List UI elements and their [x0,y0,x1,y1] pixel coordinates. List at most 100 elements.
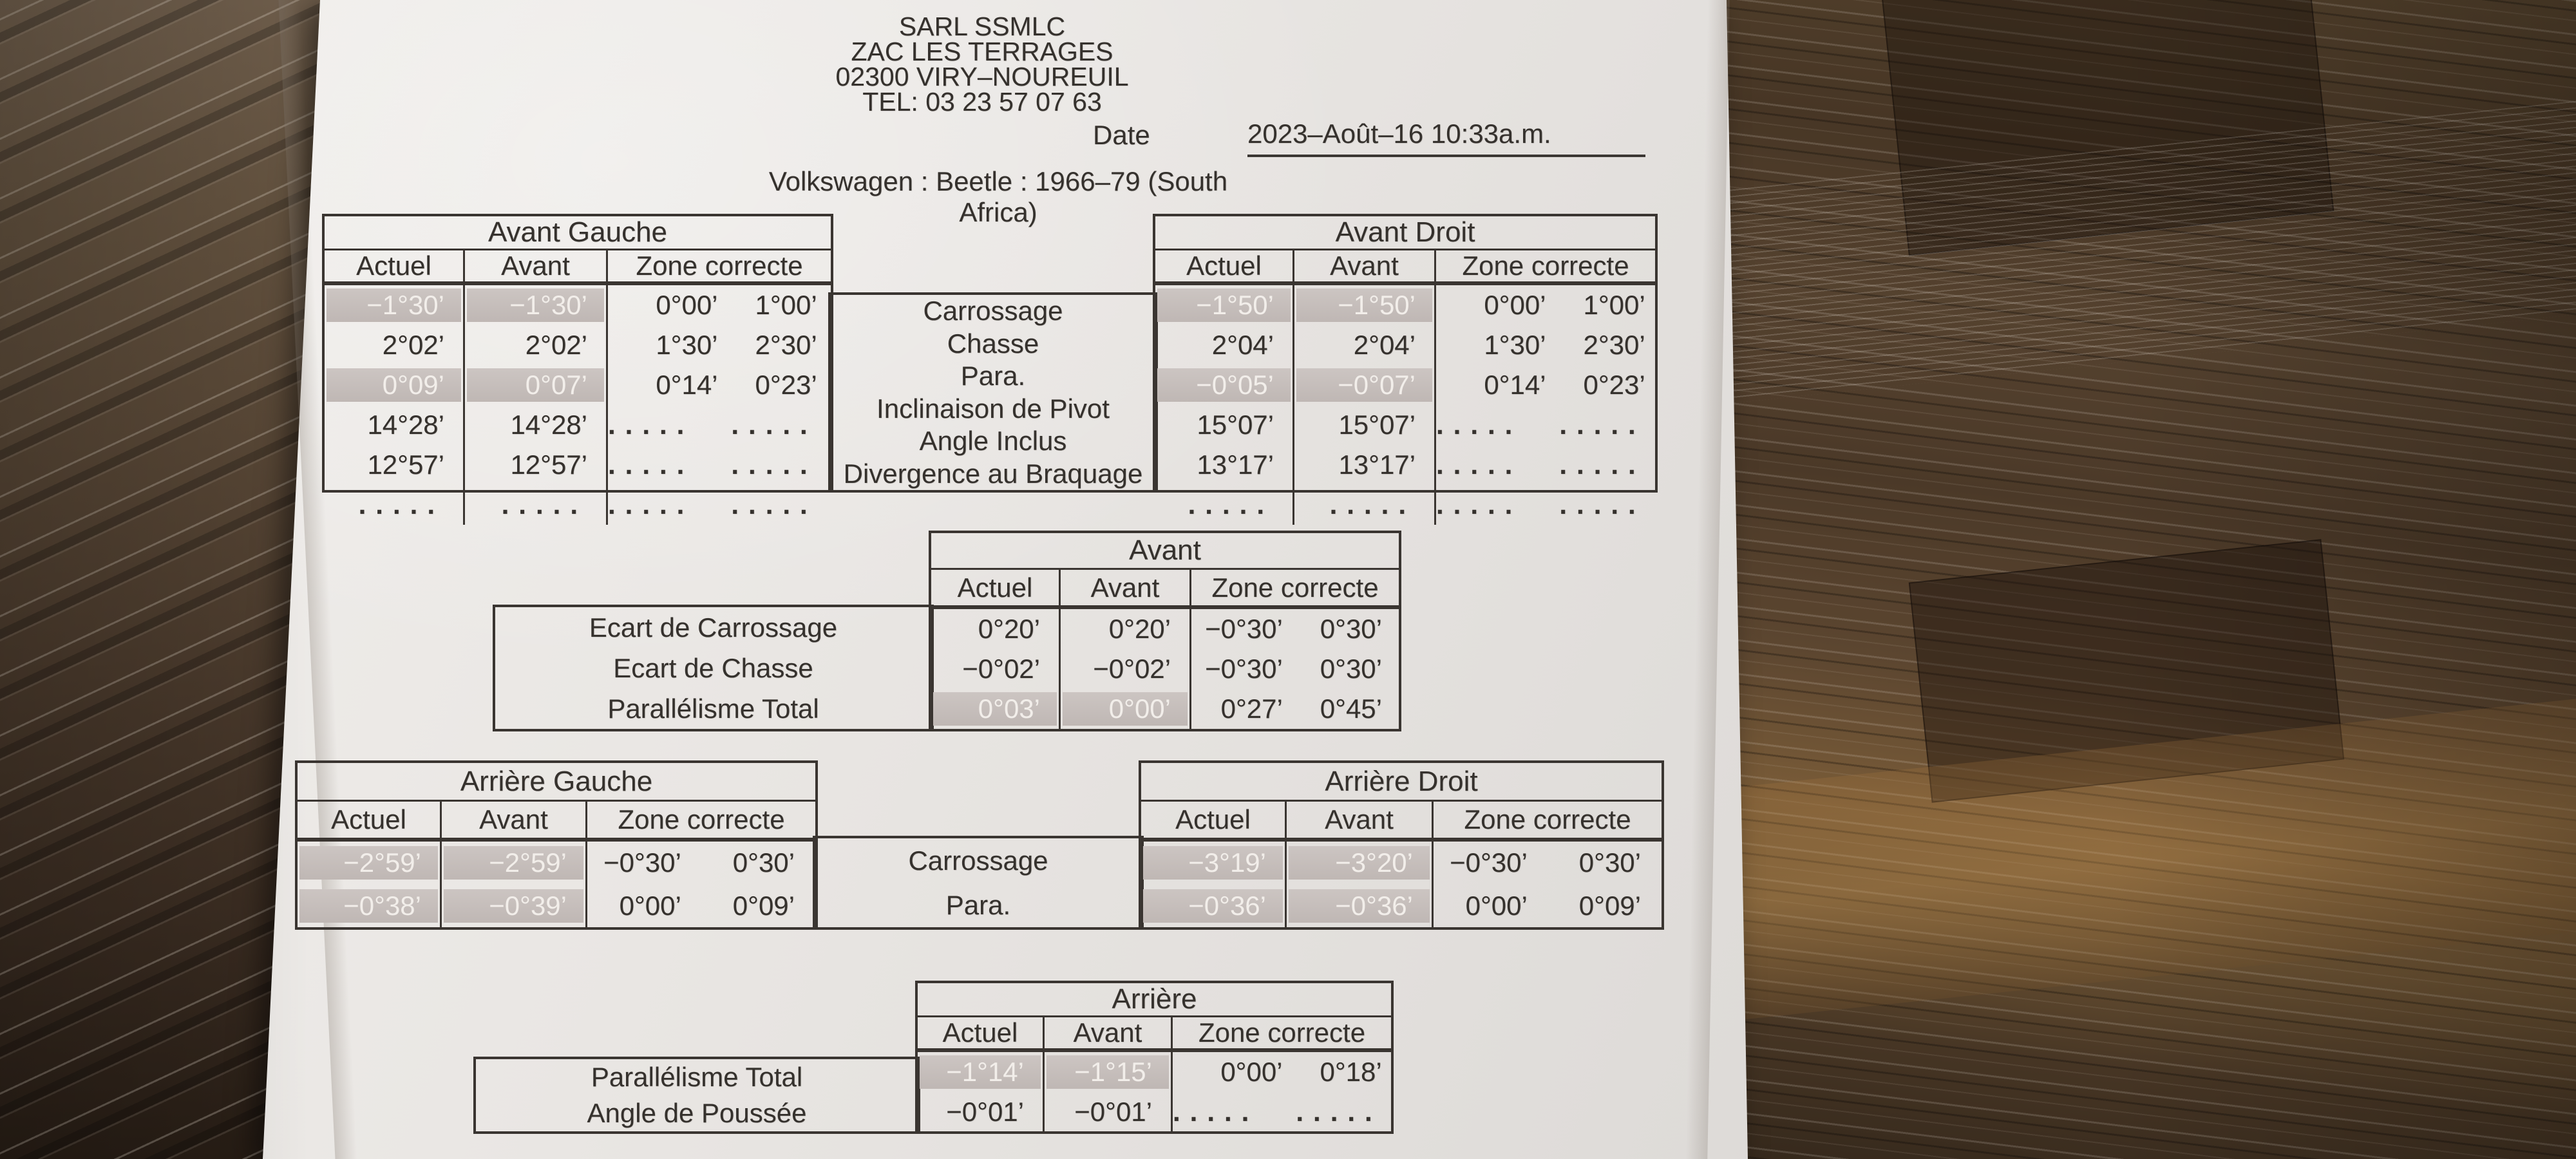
cell-chasse-zone: 1°30’ 2°30’ [1484,330,1645,360]
label-angle-inclus: Angle Inclus [919,426,1067,457]
cell-para-avant: −0°07’ [1294,365,1436,405]
cell-divergence-zone: .......... [608,489,817,520]
col-zone: Zone correcte [1198,1017,1366,1048]
cell-ecart-chasse-avant: −0°02’ [1061,649,1191,689]
cell-para-avant: 0°07’ [465,365,608,405]
cell-para-zone: 0°00’ 0°09’ [619,890,795,921]
cell-carrossage-zone: −0°30’ 0°30’ [603,847,795,878]
cell-divergence-actuel: ..... [325,485,465,525]
company-city: 02300 VIRY–NOUREUIL [835,62,1129,91]
cell-para-zone: 0°14’ 0°23’ [1484,370,1645,400]
table-body: 0°20’ 0°20’ −0°30’ 0°30’ −0°02’ −0°02’ −0… [931,609,1399,729]
company-address-block: SARL SSMLC ZAC LES TERRAGES 02300 VIRY–N… [724,14,1240,115]
label-ecart-chasse: Ecart de Chasse [613,652,813,683]
cell-ecart-carrossage-avant: 0°20’ [1061,609,1191,649]
front-axle-table: Avant Actuel Avant Zone correcte 0°20’ 0… [929,531,1401,731]
label-parallelisme-total: Parallélisme Total [591,1062,803,1092]
cell-carrossage-actuel: −1°30’ [325,285,465,325]
table-title: Avant Droit [1155,216,1655,250]
table-title: Arrière Gauche [298,763,815,802]
cell-parallelisme-zone: 0°00’ 0°18’ [1220,1057,1382,1087]
label-chasse: Chasse [947,328,1039,359]
cell-inclus-avant: 13°17’ [1294,445,1436,485]
cell-carrossage-zone: −0°30’ 0°30’ [1450,847,1641,878]
column-headers: Actuel Avant Zone correcte [931,570,1399,609]
cell-carrossage-zone: 0°00’ 1°00’ [1484,290,1645,320]
front-left-table: Avant Gauche Actuel Avant Zone correcte … [322,214,833,525]
label-carrossage: Carrossage [908,845,1048,876]
label-inclinaison-pivot: Inclinaison de Pivot [876,393,1110,424]
col-zone: Zone correcte [1462,250,1629,281]
col-actuel: Actuel [931,570,1061,605]
cell-para-avant: −0°39’ [442,884,587,927]
table-title: Avant [931,533,1399,570]
rear-left-table: Arrière Gauche Actuel Avant Zone correct… [295,760,818,930]
table-body: −3°19’ −3°20’ −0°30’ 0°30’ −0°36’ −0°36’ … [1141,842,1662,927]
cell-poussee-avant: −0°01’ [1045,1092,1173,1132]
cell-chasse-actuel: 2°02’ [325,325,465,365]
col-actuel: Actuel [918,1017,1045,1048]
cell-inclus-avant: 12°57’ [465,445,608,485]
date-value: 2023–Août–16 10:33a.m. [1247,118,1645,157]
cell-para-actuel: −0°38’ [298,884,442,927]
rear-measure-labels: Carrossage Para. [813,836,1144,930]
table-title: Arrière Droit [1141,763,1662,802]
col-actuel: Actuel [1141,802,1287,838]
cell-divergence-zone: .......... [1436,489,1645,520]
col-avant: Avant [442,802,587,838]
col-avant: Avant [465,250,608,281]
cell-inclus-actuel: 13°17’ [1155,445,1294,485]
cell-ecart-chasse-actuel: −0°02’ [931,649,1061,689]
cell-carrossage-avant: −1°50’ [1294,285,1436,325]
cell-para-zone: 0°00’ 0°09’ [1465,890,1641,921]
col-zone: Zone correcte [636,250,803,281]
label-parallelisme-total: Parallélisme Total [607,693,819,724]
cell-parallelisme-actuel: −1°14’ [918,1052,1045,1092]
label-para: Para. [960,361,1026,391]
cell-ecart-carrossage-zone: −0°30’ 0°30’ [1205,614,1382,644]
vehicle-description: Volkswagen : Beetle : 1966–79 (South Afr… [768,166,1228,227]
label-carrossage: Carrossage [923,296,1063,326]
cell-poussee-zone: .......... [1173,1097,1382,1127]
cell-inclus-zone: .......... [608,449,817,480]
col-avant: Avant [1294,250,1436,281]
cell-parallelisme-avant: −1°15’ [1045,1052,1173,1092]
cell-para-actuel: −0°36’ [1141,884,1287,927]
cell-chasse-zone: 1°30’ 2°30’ [656,330,817,360]
cell-chasse-actuel: 2°04’ [1155,325,1294,365]
cell-poussee-actuel: −0°01’ [918,1092,1045,1132]
cell-parallelisme-avant: 0°00’ [1061,689,1191,729]
company-street: ZAC LES TERRAGES [851,37,1113,66]
cell-pivot-avant: 15°07’ [1294,405,1436,445]
col-actuel: Actuel [298,802,442,838]
cell-parallelisme-zone: 0°27’ 0°45’ [1220,693,1382,724]
cell-carrossage-actuel: −3°19’ [1141,842,1287,885]
cell-chasse-avant: 2°02’ [465,325,608,365]
table-title: Arrière [918,983,1391,1017]
cell-inclus-zone: .......... [1436,449,1645,480]
rear-axle-labels: Parallélisme Total Angle de Poussée [473,1057,920,1134]
col-zone: Zone correcte [1464,804,1631,834]
cell-pivot-actuel: 15°07’ [1155,405,1294,445]
front-measure-labels: Carrossage Chasse Para. Inclinaison de P… [828,292,1158,493]
cell-chasse-avant: 2°04’ [1294,325,1436,365]
column-headers: Actuel Avant Zone correcte [298,802,815,842]
cell-pivot-zone: .......... [1436,410,1645,440]
front-axle-labels: Ecart de Carrossage Ecart de Chasse Para… [493,605,934,731]
cell-pivot-avant: 14°28’ [465,405,608,445]
col-actuel: Actuel [1155,250,1294,281]
cell-ecart-chasse-zone: −0°30’ 0°30’ [1205,654,1382,684]
cell-para-avant: −0°36’ [1287,884,1434,927]
cell-parallelisme-actuel: 0°03’ [931,689,1061,729]
column-headers: Actuel Avant Zone correcte [1141,802,1662,842]
column-headers: Actuel Avant Zone correcte [1155,250,1655,285]
cell-carrossage-actuel: −1°50’ [1155,285,1294,325]
col-avant: Avant [1061,570,1191,605]
cell-para-actuel: 0°09’ [325,365,465,405]
label-ecart-carrossage: Ecart de Carrossage [589,612,838,643]
cell-para-zone: 0°14’ 0°23’ [656,370,817,400]
company-phone: TEL: 03 23 57 07 63 [862,87,1102,117]
